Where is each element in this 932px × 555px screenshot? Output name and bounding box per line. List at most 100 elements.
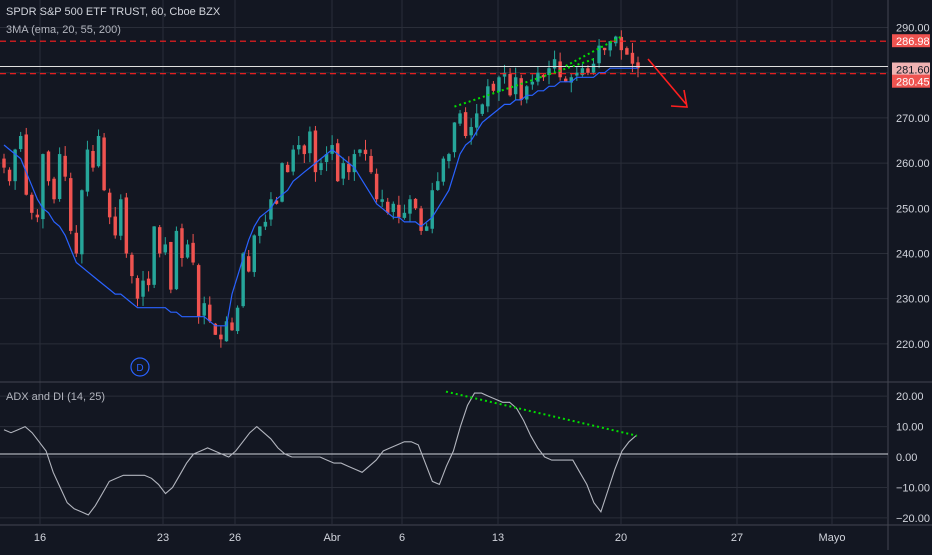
candle-body (452, 122, 457, 153)
candle-body (569, 77, 573, 83)
candle-body (486, 86, 490, 107)
candle-body (424, 226, 429, 231)
candle-body (341, 163, 345, 179)
candle-body (508, 73, 512, 96)
candle-body (235, 307, 240, 332)
candle-body (513, 77, 518, 95)
date-tick-label: Mayo (819, 532, 846, 544)
candle-body (519, 78, 523, 100)
trendline-price-dotted (565, 35, 622, 67)
date-tick-label: Abr (323, 532, 340, 544)
candle-body (347, 163, 351, 173)
candle-body (280, 163, 284, 202)
date-tick-label: 16 (34, 532, 46, 544)
candle-body (269, 199, 273, 220)
price-tick-label: 270.00 (896, 113, 930, 125)
candle-body (625, 48, 629, 55)
candle-body (369, 155, 373, 173)
candle-body (480, 104, 485, 114)
candle-body (13, 149, 17, 182)
candle-body (530, 81, 535, 85)
candle-body (352, 154, 357, 173)
candle-body (35, 214, 40, 218)
date-tick-label: 20 (615, 532, 627, 544)
candle-body (80, 190, 84, 255)
candle-body (563, 78, 568, 82)
adx-tick-label: 20.00 (896, 391, 924, 403)
candle-body (285, 164, 290, 173)
dividend-marker-icon[interactable] (130, 357, 150, 377)
candle-body (580, 68, 585, 76)
candle-body (308, 131, 312, 154)
down-arrow-head (670, 89, 688, 108)
ma-legend: 3MA (ema, 20, 55, 200) (6, 24, 121, 36)
candle-body (536, 72, 540, 82)
candle-body (413, 198, 418, 209)
dividend-marker-label: D (136, 363, 143, 374)
candle-body (291, 149, 295, 172)
candle-body (141, 280, 145, 297)
candle-body (474, 113, 479, 128)
candle-body (552, 59, 557, 69)
candle-body (502, 72, 507, 77)
adx-tick-label: −20.00 (896, 513, 930, 525)
candle-body (602, 47, 607, 51)
candle-body (374, 173, 379, 200)
candle-body (213, 323, 218, 335)
candle-body (458, 113, 462, 124)
candle-body (597, 45, 601, 64)
candle-body (380, 199, 384, 202)
price-tag (892, 34, 930, 48)
price-tick-label: 290.00 (896, 23, 930, 35)
candle-body (191, 242, 195, 263)
candle-body (91, 150, 95, 168)
candle-body (302, 145, 307, 155)
down-arrow-icon (647, 58, 687, 105)
candle-body (525, 86, 529, 100)
date-tick-label: 26 (229, 532, 241, 544)
candle-body (241, 253, 245, 307)
price-tag-label: 286.98 (896, 36, 930, 48)
candle-body (219, 334, 223, 340)
candle-body (246, 256, 251, 272)
price-tag (892, 62, 930, 76)
candle-body (313, 130, 318, 173)
candle-body (74, 232, 79, 254)
candle-body (558, 61, 562, 78)
candle-body (230, 322, 234, 331)
date-tick-label: 6 (399, 532, 405, 544)
candle-body (119, 199, 123, 236)
candle-body (180, 228, 184, 258)
adx-tick-label: 10.00 (896, 422, 924, 434)
candle-body (636, 62, 640, 69)
candle-body (274, 200, 279, 204)
candle-body (319, 163, 323, 171)
candle-body (397, 204, 401, 218)
price-tick-label: 240.00 (896, 248, 930, 260)
candle-body (541, 74, 546, 78)
ema-20-line (3, 67, 638, 327)
candle-body (146, 278, 151, 286)
candle-body (135, 278, 140, 299)
candle-body (202, 303, 206, 316)
candle-body (85, 149, 90, 192)
candle-body (547, 68, 551, 75)
date-tick-label: 23 (157, 532, 169, 544)
candle-body (163, 244, 168, 253)
candle-body (69, 178, 73, 231)
candle-body (63, 155, 67, 177)
candle-body (113, 216, 117, 236)
symbol-legend: SPDR S&P 500 ETF TRUST, 60, Cboe BZX (6, 6, 221, 18)
candle-body (130, 254, 134, 277)
candle-body (152, 226, 156, 285)
price-tick-label: 220.00 (896, 339, 930, 351)
candle-body (391, 203, 396, 212)
candle-body (619, 36, 624, 51)
adx-legend: ADX and DI (14, 25) (6, 391, 106, 403)
price-tick-label: 250.00 (896, 203, 930, 215)
price-tick-label: 260.00 (896, 158, 930, 170)
candle-body (46, 151, 51, 182)
candle-body (419, 208, 423, 231)
